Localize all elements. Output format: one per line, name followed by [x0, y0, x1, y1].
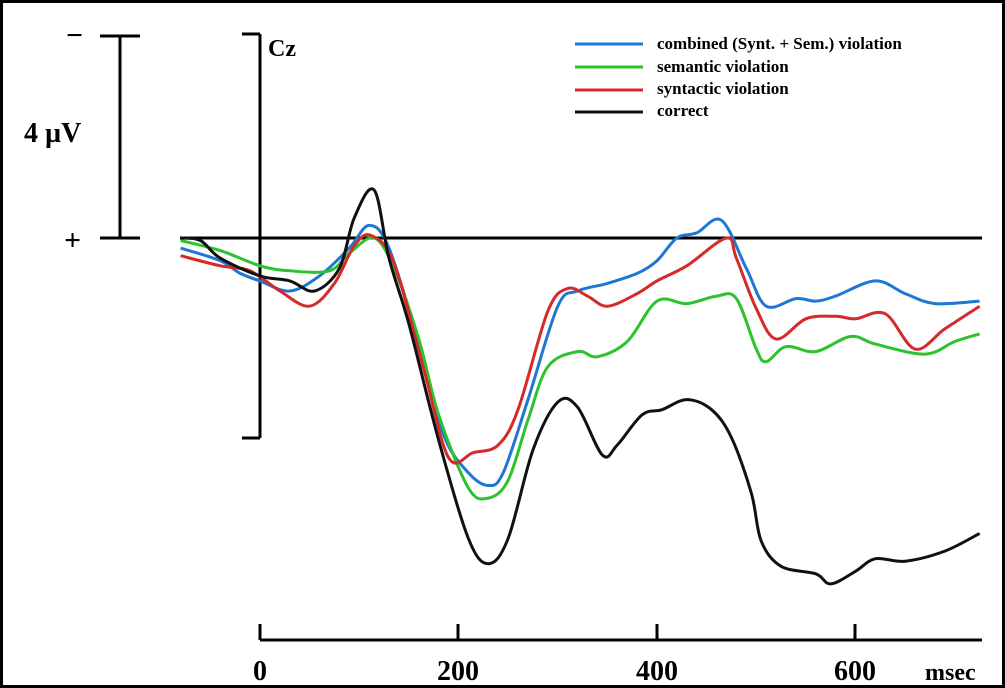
legend-label-syntactic: syntactic violation: [657, 79, 789, 98]
x-tick-label: 0: [253, 656, 267, 687]
legend-label-semantic: semantic violation: [657, 57, 789, 76]
series-layer: [180, 187, 981, 586]
y-axis: Cz: [242, 32, 296, 440]
x-tick-label: 600: [834, 656, 876, 687]
x-tick-label: 400: [636, 656, 678, 687]
x-axis: 0 200 400 600 msec: [253, 624, 982, 687]
x-tick-label: 200: [437, 656, 479, 687]
series-line-combined: [180, 217, 980, 488]
scale-value-label: 4 µV: [24, 118, 81, 149]
series-line-correct: [180, 187, 981, 586]
scale-bar: − + 4 µV: [24, 19, 140, 257]
channel-label: Cz: [268, 36, 296, 62]
legend: combined (Synt. + Sem.) violation semant…: [575, 34, 902, 120]
legend-label-correct: correct: [657, 101, 709, 120]
series-line-syntactic: [180, 233, 981, 465]
x-axis-unit-label: msec: [925, 660, 976, 686]
scale-plus-label: +: [64, 224, 81, 257]
legend-label-combined: combined (Synt. + Sem.) violation: [657, 34, 902, 53]
scale-minus-label: −: [66, 19, 83, 52]
